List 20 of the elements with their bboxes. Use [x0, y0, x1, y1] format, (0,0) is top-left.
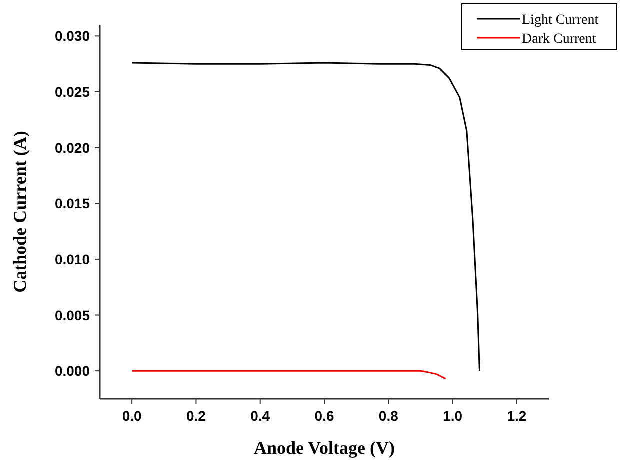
y-axis-title: Cathode Current (A) [10, 131, 30, 293]
line-series [131, 370, 446, 380]
y-tick-label: 0.025 [54, 84, 90, 100]
y-tick-label: 0.015 [54, 196, 90, 212]
x-tick-label: 1.2 [507, 408, 527, 424]
y-tick-label: 0.000 [54, 363, 90, 380]
y-tick-label: 0.030 [54, 28, 90, 44]
x-tick-label: 0.8 [378, 408, 399, 424]
x-tick-label: 1.0 [443, 408, 463, 424]
x-tick-label: 0.6 [314, 408, 334, 424]
x-tick-label: 0.4 [250, 408, 270, 424]
y-tick-label: 0.010 [54, 251, 90, 268]
x-tick-label: 0.2 [186, 408, 206, 424]
line-series [131, 62, 480, 372]
legend-label: Light Current [522, 13, 599, 28]
legend-label: Dark Current [522, 32, 596, 47]
x-axis-title: Anode Voltage (V) [254, 438, 396, 458]
y-tick-label: 0.005 [54, 307, 90, 324]
x-tick-label: 0.0 [122, 408, 142, 424]
y-tick-label: 0.020 [54, 140, 90, 156]
